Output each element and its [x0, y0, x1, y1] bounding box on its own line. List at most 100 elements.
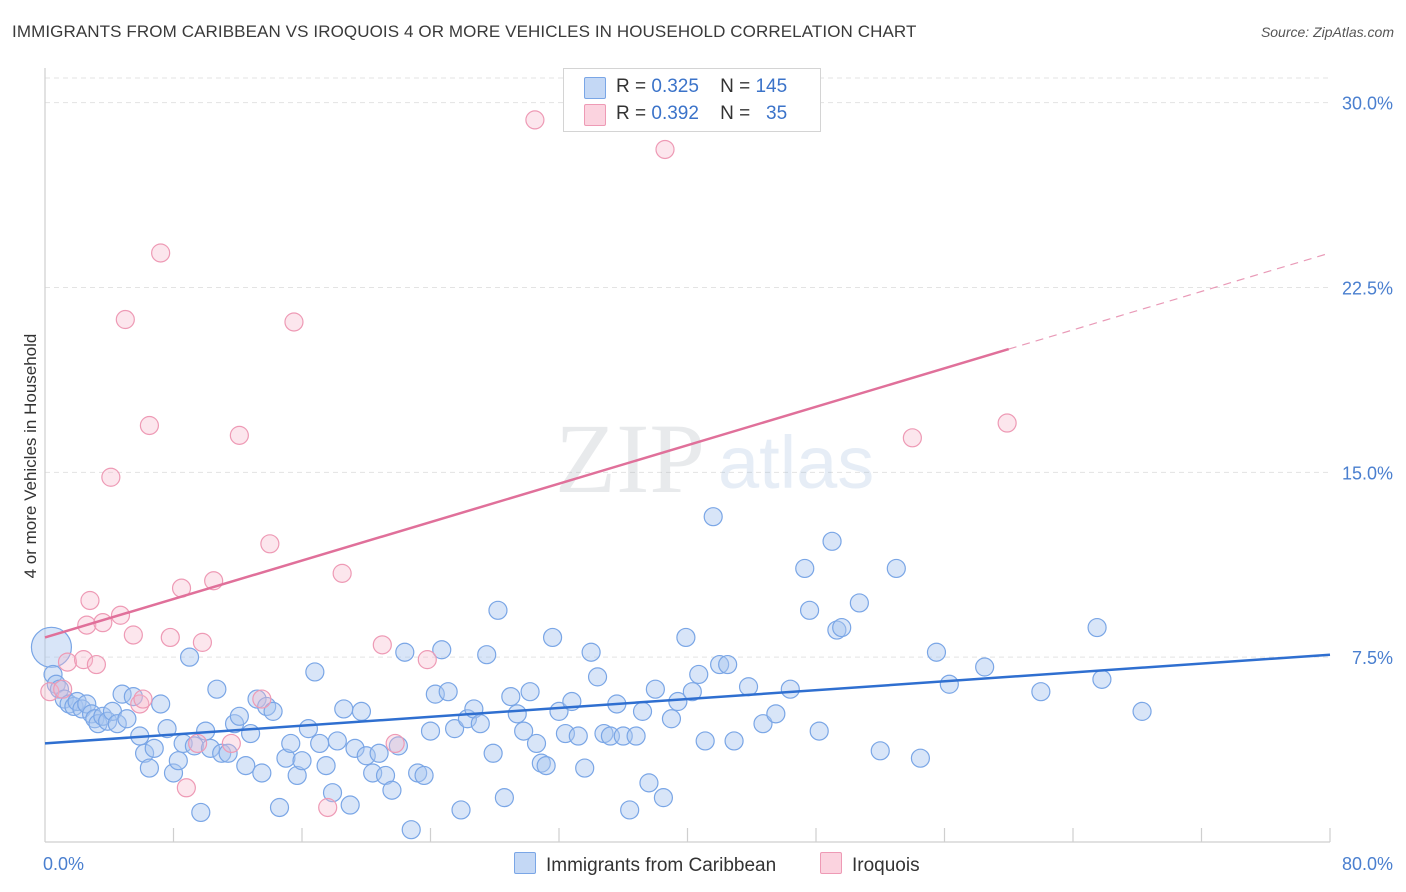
legend-r-value: 0.392: [651, 103, 699, 124]
caribbean-point: [241, 723, 261, 744]
caribbean-point: [144, 738, 164, 758]
caribbean-point: [401, 820, 421, 840]
bottom-legend-swatch-caribbean: [514, 852, 536, 874]
legend-r-label: R =: [616, 103, 647, 124]
caribbean-point: [822, 531, 842, 551]
caribbean-point: [334, 699, 354, 719]
caribbean-point: [632, 701, 653, 721]
iroquois-point: [115, 309, 135, 330]
axes: [44, 68, 1331, 843]
caribbean-point: [477, 645, 497, 665]
caribbean-point: [281, 733, 301, 754]
caribbean-point: [514, 721, 534, 741]
caribbean-point: [910, 748, 931, 768]
legend-r-label: R =: [616, 76, 647, 97]
caribbean-point: [276, 748, 296, 768]
caribbean-point: [212, 743, 232, 763]
caribbean-point: [207, 679, 227, 699]
gridlines: [45, 77, 1330, 658]
caribbean-point: [676, 627, 696, 648]
trend-lines: [44, 252, 1331, 745]
caribbean-point: [287, 765, 307, 786]
iroquois-point: [123, 625, 143, 645]
iroquois-point: [133, 689, 153, 709]
caribbean-point: [395, 642, 415, 662]
caribbean-point: [151, 694, 171, 714]
caribbean-point: [483, 743, 503, 763]
watermark: ZIP atlas: [555, 403, 874, 514]
caribbean-point: [568, 726, 588, 746]
iroquois-point: [284, 312, 304, 332]
caribbean-point: [263, 701, 283, 721]
y-tick-label: 7.5%: [1352, 648, 1393, 668]
chart-title: IMMIGRANTS FROM CARIBBEAN VS IROQUOIS 4 …: [12, 22, 917, 41]
iroquois-point: [57, 652, 78, 672]
watermark-atlas: atlas: [718, 421, 874, 504]
caribbean-point: [703, 507, 723, 527]
caribbean-point: [520, 682, 540, 702]
caribbean-point: [388, 736, 408, 756]
bottom-legend-iroquois: Iroquois: [820, 852, 920, 877]
caribbean-point: [112, 684, 132, 704]
caribbean-point: [799, 600, 820, 620]
watermark-zip: ZIP: [555, 403, 705, 514]
caribbean-point: [620, 800, 640, 820]
caribbean-point: [200, 738, 221, 758]
x-tick-label-max: 80.0%: [1342, 854, 1393, 874]
y-axis-title: 4 or more Vehicles in Household: [21, 334, 40, 579]
caribbean-point: [134, 743, 155, 763]
caribbean-point: [316, 755, 336, 776]
y-tick-label: 30.0%: [1342, 94, 1393, 114]
iroquois-point: [902, 428, 922, 448]
caribbean-point: [975, 657, 995, 677]
iroquois-point: [187, 733, 208, 754]
caribbean-point: [526, 733, 547, 754]
caribbean-point: [581, 642, 601, 662]
caribbean-point: [689, 664, 709, 685]
caribbean-point: [438, 682, 458, 702]
iroquois-point: [997, 413, 1017, 433]
iroquois-point: [655, 139, 675, 160]
caribbean-point: [322, 783, 343, 803]
bottom-legend-label-iroquois: Iroquois: [852, 855, 920, 876]
iroquois-point: [525, 110, 545, 130]
iroquois-point: [192, 632, 213, 652]
caribbean-point: [310, 733, 330, 754]
legend-swatch-iroquois: [584, 104, 606, 126]
caribbean-point: [766, 704, 786, 724]
caribbean-point: [695, 731, 715, 751]
caribbean-point: [451, 800, 471, 820]
caribbean-point: [870, 741, 890, 761]
caribbean-point: [710, 654, 730, 675]
caribbean-point: [488, 600, 508, 620]
series-caribbean-points: [30, 507, 1152, 840]
iroquois-point: [417, 650, 437, 670]
caribbean-point: [345, 738, 365, 758]
caribbean-point: [926, 642, 947, 662]
caribbean-point: [77, 694, 97, 714]
caribbean-point: [832, 617, 852, 638]
x-tick-label-min: 0.0%: [43, 854, 84, 874]
caribbean-point: [1031, 682, 1051, 702]
caribbean-point: [179, 647, 200, 667]
caribbean-point: [444, 719, 465, 739]
caribbean-point: [229, 706, 249, 726]
caribbean-point: [369, 743, 389, 763]
y-tick-label: 22.5%: [1342, 278, 1393, 298]
legend-n-label: N =: [720, 76, 751, 97]
iroquois-point: [332, 563, 352, 583]
iroquois-point: [318, 797, 338, 818]
caribbean-point: [718, 654, 738, 675]
legend-r-value: 0.325: [651, 76, 699, 97]
caribbean-point: [298, 719, 319, 739]
caribbean-point: [849, 593, 869, 613]
caribbean-point: [738, 677, 759, 697]
iroquois-point: [260, 534, 280, 554]
caribbean-point: [780, 679, 800, 699]
bottom-legend-swatch-iroquois: [820, 852, 842, 874]
legend-n-label: N =: [720, 103, 751, 124]
caribbean-point: [886, 558, 906, 579]
caribbean-point: [432, 640, 452, 660]
caribbean-point: [1087, 617, 1107, 638]
iroquois-point: [229, 425, 249, 445]
